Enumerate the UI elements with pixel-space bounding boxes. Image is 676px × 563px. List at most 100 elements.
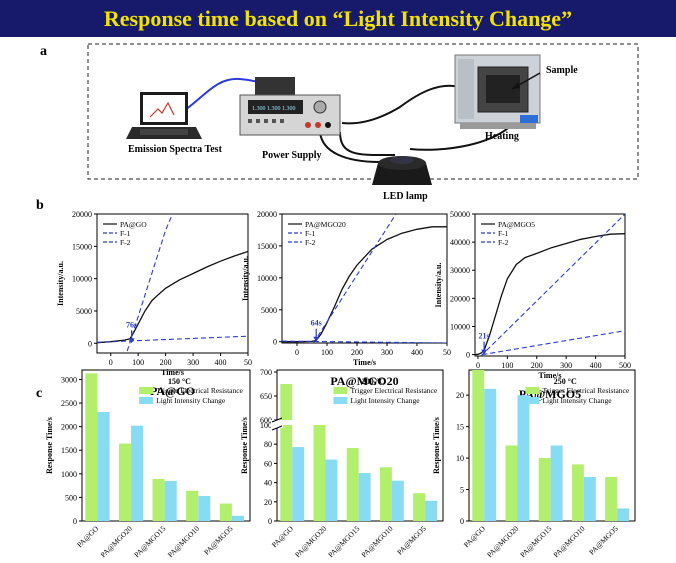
y-tick-label: 0 [466, 351, 470, 360]
bar [583, 476, 596, 521]
x-tick-label: 200 [351, 348, 363, 357]
legend-label: Light Intensity Change [542, 396, 612, 405]
legend-label: Trigger Electrical Resistance [156, 386, 243, 395]
legend-label: PA@MGO20 [305, 220, 346, 229]
series-line-pamgo5 [475, 233, 625, 356]
annotation-arrow-head [128, 338, 135, 344]
x-tick-label: 100 [132, 358, 144, 367]
bar [219, 503, 232, 521]
temperature-label: 250 °C [554, 377, 577, 386]
x-tick-label: 0 [109, 358, 113, 367]
bar [391, 480, 404, 521]
y-tick-label: 0 [273, 338, 277, 347]
y-tick-label: 600 [260, 416, 272, 425]
cable-supply-oven [341, 84, 461, 125]
y-tick-label: 0 [460, 517, 464, 526]
y-tick-label: 100 [260, 421, 272, 430]
cable-supply-led [339, 131, 396, 157]
x-tick-label: PA@MGO20 [99, 524, 134, 559]
series-group [282, 214, 447, 343]
x-axis-label: Time/s [353, 358, 376, 367]
x-tick-label: PA@MGO5 [202, 524, 235, 557]
legend-label: Trigger Electrical Resistance [350, 386, 437, 395]
y-tick-label: 80 [264, 440, 272, 449]
bar [484, 388, 497, 521]
y-tick-label: 3000 [61, 375, 77, 384]
banner: Response time based on “Light Intensity … [0, 0, 676, 37]
series-line-f1 [480, 214, 625, 356]
x-tick-label: PA@MGO10 [551, 524, 586, 559]
x-tick-label: 100 [321, 348, 333, 357]
series-group [97, 214, 248, 352]
cable-supply-lamp [319, 131, 381, 163]
y-axis-label: Intensity/a.u. [241, 256, 250, 301]
x-axis-label: Time/s [539, 371, 562, 380]
bar [505, 445, 518, 521]
bar [85, 373, 98, 521]
y-axis-label: Response Time/s [240, 417, 249, 474]
bar [605, 476, 618, 521]
annotation-label: 76s [126, 320, 137, 329]
bar [571, 464, 584, 521]
x-tick-label: 100 [501, 361, 513, 370]
annotation-arrow-head [481, 349, 488, 355]
plot-frame [281, 213, 448, 344]
y-tick-label: 5000 [76, 307, 92, 316]
axis-break-mark [271, 417, 283, 423]
y-tick-label: 1000 [61, 470, 77, 479]
line-chart-3: 0 100 200 300 400 500 0 10000 20000 30000 40000 500… [434, 210, 631, 401]
y-axis-label: Intensity/a.u. [56, 261, 65, 306]
panel-label-c: c [36, 386, 42, 401]
banner-title: Response time based on “Light Intensity … [103, 5, 573, 31]
bar [550, 445, 563, 521]
panel-label-b: b [36, 198, 44, 213]
bar-chart-1: 0 500 1000 1500 2000 2500 3000 Response Time/s P… [45, 369, 251, 559]
y-tick-label: 0 [73, 517, 77, 526]
bar [617, 508, 630, 521]
temperature-label: 150 °C [168, 377, 191, 386]
x-tick-label: 200 [160, 358, 172, 367]
y-tick-label: 20000 [72, 210, 92, 219]
x-tick-label: PA@GO [462, 524, 488, 550]
x-tick-label: PA@MGO5 [587, 524, 620, 557]
label-sample: Sample [546, 65, 578, 76]
series-line-f2 [97, 335, 248, 343]
bar-upper [280, 384, 293, 420]
series-line-pago [97, 250, 248, 344]
annotation-label: 64s [311, 319, 322, 328]
x-tick-label: 400 [411, 348, 423, 357]
y-tick-label: 15000 [257, 242, 277, 251]
legend-label: F-1 [498, 229, 509, 238]
y-tick-label: 40 [264, 479, 272, 488]
y-tick-label: 10000 [72, 275, 92, 284]
bar [292, 447, 305, 521]
y-tick-label: 15000 [72, 242, 92, 251]
y-tick-label: 10000 [257, 274, 277, 283]
x-tick-label: 200 [531, 361, 543, 370]
bar [198, 495, 211, 521]
x-tick-label: 400 [215, 358, 227, 367]
bar [152, 479, 165, 521]
annotation-arrow-head [313, 336, 320, 342]
x-tick-label: PA@MGO15 [326, 524, 361, 559]
x-tick-label: PA@MGO20 [293, 524, 328, 559]
y-tick-label: 0 [268, 517, 272, 526]
legend-swatch [333, 397, 348, 404]
x-tick-label: 500 [619, 361, 631, 370]
y-axis-label: Response Time/s [432, 417, 441, 474]
laptop-icon [126, 92, 202, 139]
label-power: Power Supply [262, 150, 322, 161]
y-tick-label: 20000 [450, 294, 470, 303]
legend-label: F-2 [120, 238, 131, 247]
x-tick-label: 0 [295, 348, 299, 357]
bar [164, 480, 177, 521]
figure-canvas: a b c 1.300 1. [36, 43, 639, 559]
x-tick-label: 300 [560, 361, 572, 370]
series-line-pamgo20 [282, 226, 447, 343]
y-tick-label: 2500 [61, 399, 77, 408]
panel-label-a: a [40, 44, 47, 59]
setup-panel: 1.300 1.300 1.300 [87, 43, 639, 202]
y-axis-label: Intensity/a.u. [434, 263, 443, 308]
